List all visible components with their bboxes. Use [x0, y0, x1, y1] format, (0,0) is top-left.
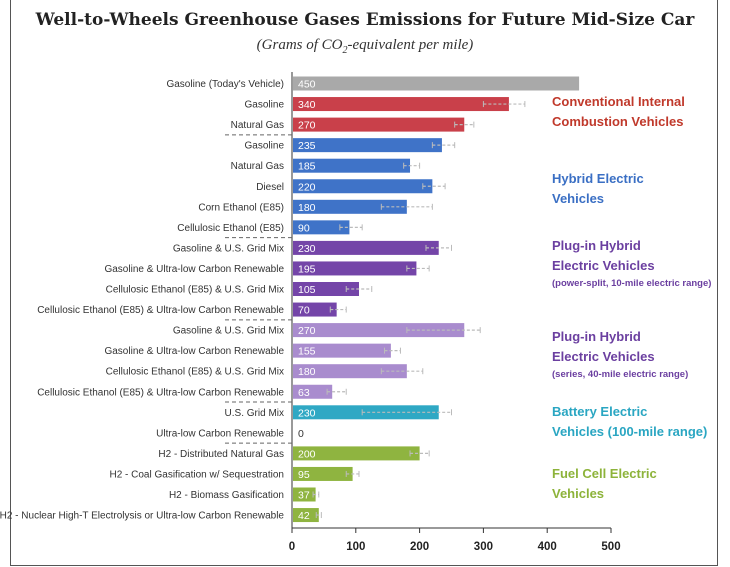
x-tick-label: 500 [601, 541, 620, 553]
value-label: 220 [298, 181, 316, 193]
group-line2: Electric Vehicles [552, 349, 655, 364]
bar [293, 76, 580, 91]
value-label: 95 [298, 469, 310, 481]
subtitle-subscript: 2 [342, 45, 348, 56]
bar [293, 364, 407, 379]
group-line1: Battery Electric [552, 404, 648, 419]
category-label: Cellulosic Ethanol (E85) [177, 223, 284, 234]
group-label-hybrid: Hybrid Electric Vehicles [552, 169, 644, 209]
group-label-phev-power-split: Plug-in Hybrid Electric Vehicles (power-… [552, 236, 712, 291]
group-line2: Vehicles (100-mile range) [552, 424, 708, 439]
group-line2: Vehicles [552, 486, 605, 501]
category-label: Cellulosic Ethanol (E85) & U.S. Grid Mix [106, 367, 284, 378]
bar [293, 179, 433, 194]
chart-title: Well-to-Wheels Greenhouse Gases Emission… [35, 10, 695, 30]
group-sub: (series, 40-mile electric range) [552, 369, 689, 380]
value-label: 270 [298, 120, 316, 132]
category-label: Natural Gas [231, 120, 284, 131]
value-label: 180 [298, 202, 316, 214]
bar [293, 343, 391, 358]
group-line2: Vehicles [552, 191, 605, 206]
group-line2: Combustion Vehicles [552, 114, 684, 129]
value-label: 270 [298, 325, 316, 337]
category-label: H2 - Biomass Gasification [169, 490, 284, 501]
category-label: Gasoline & Ultra-low Carbon Renewable [104, 346, 284, 357]
bar [293, 446, 420, 461]
category-label: Gasoline (Today's Vehicle) [166, 79, 284, 90]
bar [293, 405, 439, 420]
category-label: Cellulosic Ethanol (E85) & Ultra-low Car… [37, 305, 284, 316]
group-label-conventional: Conventional Internal Combustion Vehicle… [552, 92, 685, 132]
group-sub: (power-split, 10-mile electric range) [552, 278, 712, 289]
value-label: 235 [298, 140, 316, 152]
value-label: 230 [298, 407, 316, 419]
chart-subtitle: (Grams of CO2-equivalent per mile) [0, 37, 730, 56]
category-label: Natural Gas [231, 161, 284, 172]
value-label: 105 [298, 284, 316, 296]
category-label: Diesel [256, 182, 284, 193]
bar [293, 384, 333, 399]
subtitle-text-post: -equivalent per mile) [347, 37, 474, 53]
category-label: Ultra-low Carbon Renewable [156, 428, 284, 439]
category-label: H2 - Nuclear High-T Electrolysis or Ultr… [0, 511, 284, 522]
bar [293, 282, 359, 296]
bar [293, 97, 509, 112]
bar [293, 199, 407, 214]
bar [293, 138, 442, 153]
bar [293, 508, 319, 523]
value-label: 90 [298, 222, 310, 234]
value-label: 42 [298, 510, 310, 522]
value-label: 185 [298, 161, 316, 173]
category-label: Gasoline [245, 100, 285, 111]
value-label: 180 [298, 366, 316, 378]
category-label: H2 - Distributed Natural Gas [158, 449, 284, 460]
subtitle-text-pre: (Grams of CO [256, 37, 343, 53]
group-line1: Plug-in Hybrid [552, 329, 641, 344]
bar [293, 117, 465, 132]
x-tick-label: 200 [410, 541, 429, 553]
category-label: Gasoline & U.S. Grid Mix [173, 243, 284, 254]
x-tick-label: 0 [289, 541, 295, 553]
category-label: Gasoline [245, 141, 285, 152]
x-tick-label: 400 [538, 541, 557, 553]
group-label-fuel-cell: Fuel Cell Electric Vehicles [552, 464, 657, 504]
group-label-battery-electric: Battery Electric Vehicles (100-mile rang… [552, 402, 707, 442]
value-label: 230 [298, 243, 316, 255]
group-line1: Plug-in Hybrid [552, 238, 641, 253]
group-line1: Hybrid Electric [552, 171, 644, 186]
group-line2: Electric Vehicles [552, 258, 655, 273]
category-label: Gasoline & U.S. Grid Mix [173, 326, 284, 337]
value-label: 340 [298, 99, 316, 111]
x-tick-label: 300 [474, 541, 493, 553]
bar [293, 261, 417, 276]
bar [293, 487, 316, 502]
value-label: 450 [298, 79, 316, 91]
category-label: Cellulosic Ethanol (E85) & U.S. Grid Mix [106, 285, 284, 296]
category-label: Gasoline & Ultra-low Carbon Renewable [104, 264, 284, 275]
bar [293, 220, 350, 235]
group-label-phev-series: Plug-in Hybrid Electric Vehicles (series… [552, 327, 688, 382]
category-label: Corn Ethanol (E85) [198, 202, 284, 213]
value-label: 70 [298, 305, 310, 317]
group-line1: Fuel Cell Electric [552, 466, 657, 481]
category-label: H2 - Coal Gasification w/ Sequestration [109, 469, 284, 480]
value-label: 155 [298, 346, 316, 358]
value-label: 37 [298, 490, 310, 502]
value-label: 0 [298, 428, 304, 440]
value-label: 195 [298, 263, 316, 275]
value-label: 200 [298, 448, 316, 460]
value-label: 63 [298, 387, 310, 399]
bar [293, 158, 411, 173]
bar [293, 323, 465, 338]
category-label: U.S. Grid Mix [225, 408, 284, 419]
bar [293, 302, 337, 317]
category-label: Cellulosic Ethanol (E85) & Ultra-low Car… [37, 387, 284, 398]
bar [293, 466, 353, 481]
chart-frame [10, 0, 718, 566]
x-tick-label: 100 [346, 541, 365, 553]
bar [293, 240, 439, 255]
group-line1: Conventional Internal [552, 94, 685, 109]
